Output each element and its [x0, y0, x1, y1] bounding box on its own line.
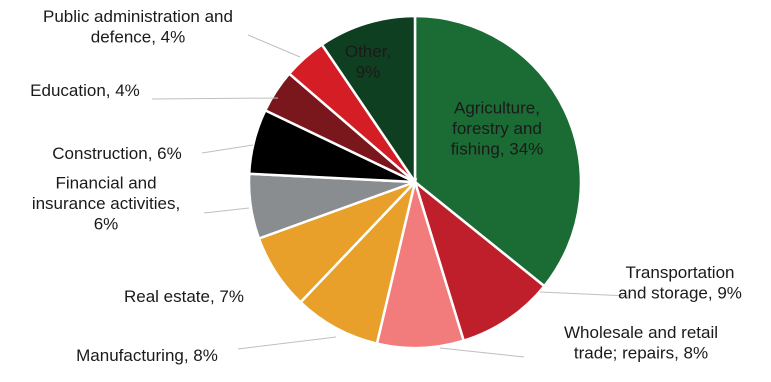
slice-label-financial-and-insurance-activities: Financial and insurance activities, 6% — [32, 174, 180, 234]
slice-label-education: Education, 4% — [30, 81, 140, 100]
slice-label-wholesale-and-retail-trade-repairs: Wholesale and retail trade; repairs, 8% — [564, 323, 718, 363]
pie-slice-agriculture-forestry-and-fishing — [413, 14, 583, 288]
pie-slices — [247, 14, 583, 350]
leader-line-wholesale-and-retail-trade-repairs — [439, 347, 525, 358]
leader-line-public-administration-and-defence — [247, 34, 301, 58]
slice-label-other: Other, 9% — [345, 42, 391, 82]
slice-label-manufacturing: Manufacturing, 8% — [76, 346, 218, 365]
slice-label-real-estate: Real estate, 7% — [124, 287, 244, 306]
leader-line-transportation-and-storage — [539, 291, 629, 297]
pie-slice-wholesale-and-retail-trade-repairs — [375, 177, 466, 350]
pie-slice-transportation-and-storage — [412, 178, 547, 343]
label-leader-lines — [151, 34, 629, 358]
slice-label-agriculture-forestry-and-fishing: Agriculture, forestry and fishing, 34% — [451, 99, 544, 159]
leader-line-manufacturing — [237, 336, 337, 350]
leader-line-financial-and-insurance-activities — [203, 207, 250, 214]
leader-line-education — [151, 97, 279, 100]
slice-label-construction: Construction, 6% — [52, 144, 181, 163]
slice-label-transportation-and-storage: Transportation and storage, 9% — [618, 263, 742, 303]
slice-labels: Agriculture, forestry and fishing, 34% Tran… — [30, 7, 742, 365]
pie-slice-other — [320, 14, 417, 187]
slice-label-public-administration-and-defence: Public administration and defence, 4% — [43, 7, 233, 47]
pie-slice-manufacturing — [298, 177, 418, 346]
leader-line-construction — [201, 144, 254, 154]
